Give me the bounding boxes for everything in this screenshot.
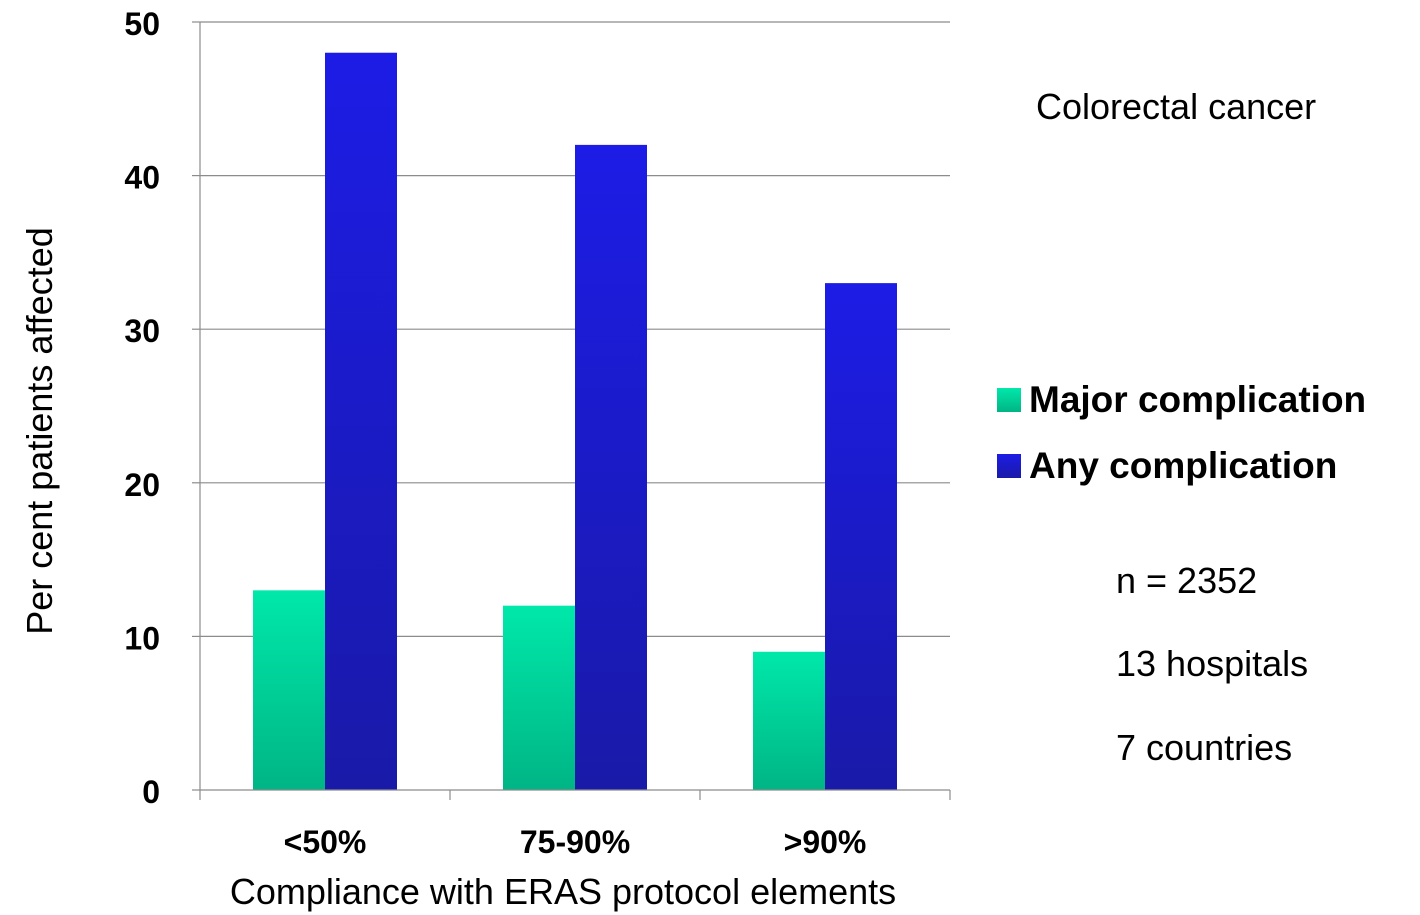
axes xyxy=(192,21,951,800)
sample-size-text: n = 2352 xyxy=(1116,560,1258,601)
legend-swatch-any xyxy=(997,454,1021,478)
legend-item-major: Major complication xyxy=(997,378,1366,422)
x-tick-label: 75-90% xyxy=(520,824,630,860)
bar-major-2 xyxy=(753,651,825,790)
x-axis-label: Compliance with ERAS protocol elements xyxy=(230,871,896,912)
tick-labels: 0 10 20 30 40 50 <50% 75-90% >90% xyxy=(124,6,866,860)
legend-swatch-major xyxy=(997,388,1021,412)
bar-any-1 xyxy=(575,144,647,790)
y-tick-label: 20 xyxy=(124,467,160,503)
y-tick-label: 40 xyxy=(124,160,160,196)
legend: Major complication Any complication xyxy=(997,378,1366,510)
hospitals-text: 13 hospitals xyxy=(1116,643,1309,684)
bar-any-0 xyxy=(325,52,397,791)
legend-item-any: Any complication xyxy=(997,444,1366,488)
bars xyxy=(253,52,897,791)
y-axis-label: Per cent patients affected xyxy=(19,227,60,635)
y-tick-label: 10 xyxy=(124,620,160,656)
y-tick-label: 30 xyxy=(124,313,160,349)
x-tick-label: <50% xyxy=(284,824,367,860)
y-tick-label: 0 xyxy=(142,774,160,810)
bar-major-0 xyxy=(253,590,325,790)
bar-major-1 xyxy=(503,605,575,790)
y-tick-label: 50 xyxy=(124,6,160,42)
legend-label-any: Any complication xyxy=(1029,445,1338,486)
chart-title: Colorectal cancer xyxy=(1036,86,1317,127)
countries-text: 7 countries xyxy=(1116,727,1293,768)
x-tick-label: >90% xyxy=(784,824,867,860)
legend-label-major: Major complication xyxy=(1029,379,1367,420)
bar-any-2 xyxy=(825,283,897,790)
